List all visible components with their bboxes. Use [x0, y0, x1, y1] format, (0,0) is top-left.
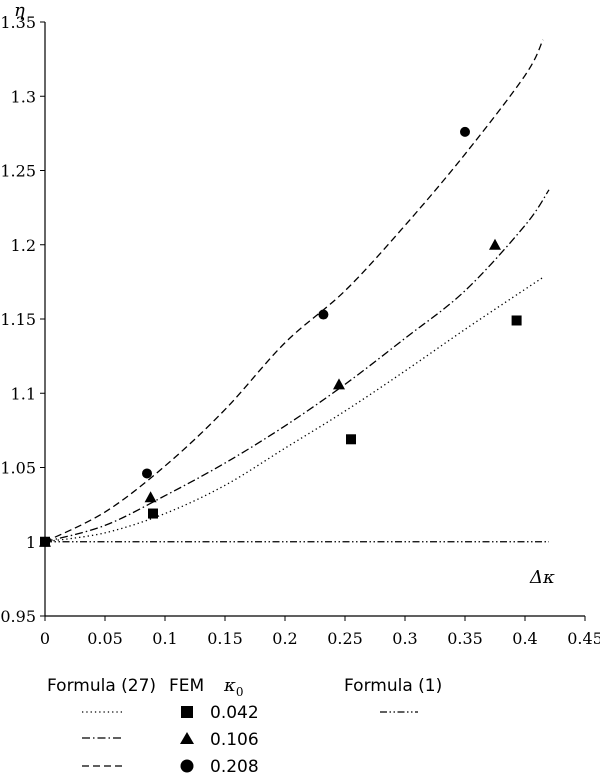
- x-tick-label: 0.1: [152, 629, 177, 648]
- fem-point-square: [346, 434, 356, 445]
- y-tick-label: 1.35: [0, 13, 36, 32]
- x-tick-label: 0.45: [567, 629, 600, 648]
- curve-k0042: [44, 276, 544, 543]
- legend-value-0106: 0.106: [210, 730, 259, 750]
- curve-k0208: [44, 39, 544, 543]
- fem-point-triangle: [144, 491, 157, 503]
- fem-points: [39, 126, 522, 547]
- fem-point-circle: [318, 309, 329, 320]
- curve-k0106: [44, 189, 550, 543]
- y-tick-label: 1.2: [11, 236, 36, 255]
- y-tick-label: 1.05: [0, 459, 36, 478]
- legend-value-0208: 0.208: [210, 757, 259, 774]
- legend-formula1-header: Formula (1): [344, 676, 442, 696]
- legend-value-0042: 0.042: [210, 703, 259, 723]
- legend-square-marker: [181, 706, 193, 718]
- y-tick-label: 1.3: [11, 87, 36, 106]
- x-tick-label: 0.35: [447, 629, 483, 648]
- fem-point-triangle: [333, 378, 345, 390]
- legend-kappa-subscript: 0: [236, 685, 244, 699]
- x-tick-label: 0.4: [512, 629, 537, 648]
- y-tick-label: 1.25: [0, 162, 36, 181]
- legend-formula27-header: Formula (27): [47, 676, 156, 696]
- legend-kappa-symbol: κ: [223, 675, 236, 696]
- y-tick-label: 1: [26, 533, 36, 552]
- legend-triangle-marker: [180, 732, 194, 744]
- x-tick-label: 0.15: [207, 629, 243, 648]
- x-tick-label: 0.2: [272, 629, 297, 648]
- curves: [44, 39, 550, 543]
- y-axis-title: η: [14, 0, 25, 21]
- fem-point-triangle: [489, 238, 501, 250]
- legend: Formula (27) FEM κ0 Formula (1) 0.042 0.…: [47, 675, 442, 774]
- fem-point-circle: [142, 468, 152, 479]
- x-tick-label: 0: [40, 629, 50, 648]
- x-tick-label: 0.05: [87, 629, 123, 648]
- fem-point-square: [148, 508, 158, 519]
- fem-point-circle: [460, 126, 470, 137]
- fem-point-square: [511, 315, 522, 326]
- y-tick-label: 1.15: [0, 310, 36, 329]
- x-tick-label: 0.3: [392, 629, 417, 648]
- legend-circle-marker: [180, 759, 194, 773]
- legend-fem-header: FEM: [169, 676, 204, 696]
- y-tick-label: 0.95: [0, 607, 36, 626]
- x-tick-label: 0.25: [327, 629, 363, 648]
- y-ticks: 0.95 1 1.05 1.1 1.15 1.2 1.25 1.3 1.35: [0, 13, 45, 626]
- x-axis-title: Δκ: [529, 567, 555, 588]
- legend-kappa-header: κ0: [223, 675, 243, 699]
- x-ticks: 0 0.05 0.1 0.15 0.2 0.25 0.3 0.35 0.4 0.45: [40, 616, 600, 648]
- fem-point-circle: [40, 536, 50, 547]
- y-tick-label: 1.1: [11, 384, 36, 403]
